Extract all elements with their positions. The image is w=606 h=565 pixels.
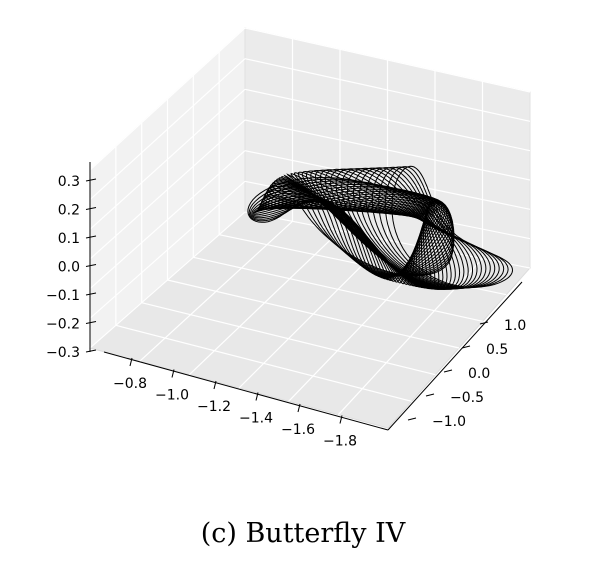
z-tick-mark: [85, 207, 97, 210]
z-tick-mark: [85, 264, 97, 267]
orbit-curve: [371, 166, 500, 289]
orbit-curve: [378, 166, 505, 289]
x-axis-spine: [103, 351, 389, 431]
plot-3d: 0.3 0.2 0.1 0.0 −0.1 −0.2 −0.3 −0.8 −1.0 −1.2 −1.…: [46, 26, 531, 450]
x-tick-label: −1.2: [197, 399, 231, 415]
z-tick-label: −0.3: [46, 345, 80, 361]
y-tick-label: 1.0: [504, 318, 526, 334]
orbit-curve: [359, 167, 491, 289]
y-tick-label: 0.5: [486, 342, 508, 358]
orbit-curve: [335, 168, 473, 290]
x-axis-ticks: −0.8 −1.0 −1.2 −1.4 −1.6 −1.8: [113, 357, 357, 450]
orbit-curve: [262, 190, 446, 280]
orbit-curve: [305, 170, 448, 290]
x-tick-label: −1.6: [281, 422, 315, 438]
x-tick-label: −1.0: [155, 388, 189, 404]
orbit-curve: [352, 167, 487, 290]
x-tick-mark: [171, 369, 175, 378]
z-tick-label: −0.1: [46, 288, 80, 304]
axis-spines: [89, 162, 523, 431]
y-axis-spine: [387, 281, 523, 431]
orbit-curve: [314, 169, 456, 290]
x-tick-mark: [213, 380, 217, 390]
y-tick-mark: [461, 345, 471, 349]
orbit-curve: [301, 170, 444, 290]
y-tick-label: −1.0: [432, 414, 466, 430]
x-tick-label: −0.8: [113, 376, 147, 392]
z-tick-mark: [85, 292, 97, 296]
x-tick-label: −1.8: [323, 434, 357, 450]
x-tick-mark: [339, 415, 343, 424]
z-tick-label: 0.0: [58, 260, 80, 276]
y-tick-mark: [407, 417, 417, 421]
orbit-curve: [346, 167, 482, 290]
y-tick-label: 0.0: [468, 366, 490, 382]
orbit-curve: [341, 168, 478, 290]
orbit-curve: [365, 167, 496, 289]
z-tick-mark: [85, 235, 97, 239]
orbit-curve: [384, 166, 509, 288]
z-tick-label: 0.2: [58, 203, 80, 219]
z-tick-mark: [85, 349, 97, 353]
orbit-curve: [310, 169, 452, 290]
z-tick-label: −0.2: [46, 317, 80, 333]
z-tick-mark: [85, 178, 97, 182]
z-tick-label: 0.3: [58, 174, 80, 190]
figure-caption: (c) Butterfly IV: [200, 518, 406, 549]
z-tick-label: 0.1: [58, 231, 80, 247]
x-tick-mark: [297, 403, 301, 413]
x-tick-mark: [255, 392, 259, 401]
x-tick-mark: [129, 357, 133, 367]
y-tick-mark: [443, 369, 453, 373]
y-tick-label: −0.5: [450, 390, 484, 406]
wireframe-curves: [247, 165, 514, 290]
orbit-curve: [391, 165, 514, 288]
orbit-curve: [330, 168, 469, 290]
y-axis-ticks: 1.0 0.5 0.0 −0.5 −1.0: [407, 318, 526, 430]
orbit-curve: [324, 168, 465, 290]
x-tick-label: −1.4: [239, 411, 273, 427]
axes-panes: [88, 26, 531, 429]
orbit-curve: [263, 189, 444, 281]
y-tick-mark: [425, 393, 435, 397]
z-axis-ticks: 0.3 0.2 0.1 0.0 −0.1 −0.2 −0.3: [46, 174, 97, 361]
orbit-curve: [319, 169, 461, 290]
y-tick-mark: [479, 321, 489, 325]
z-tick-mark: [85, 321, 97, 324]
